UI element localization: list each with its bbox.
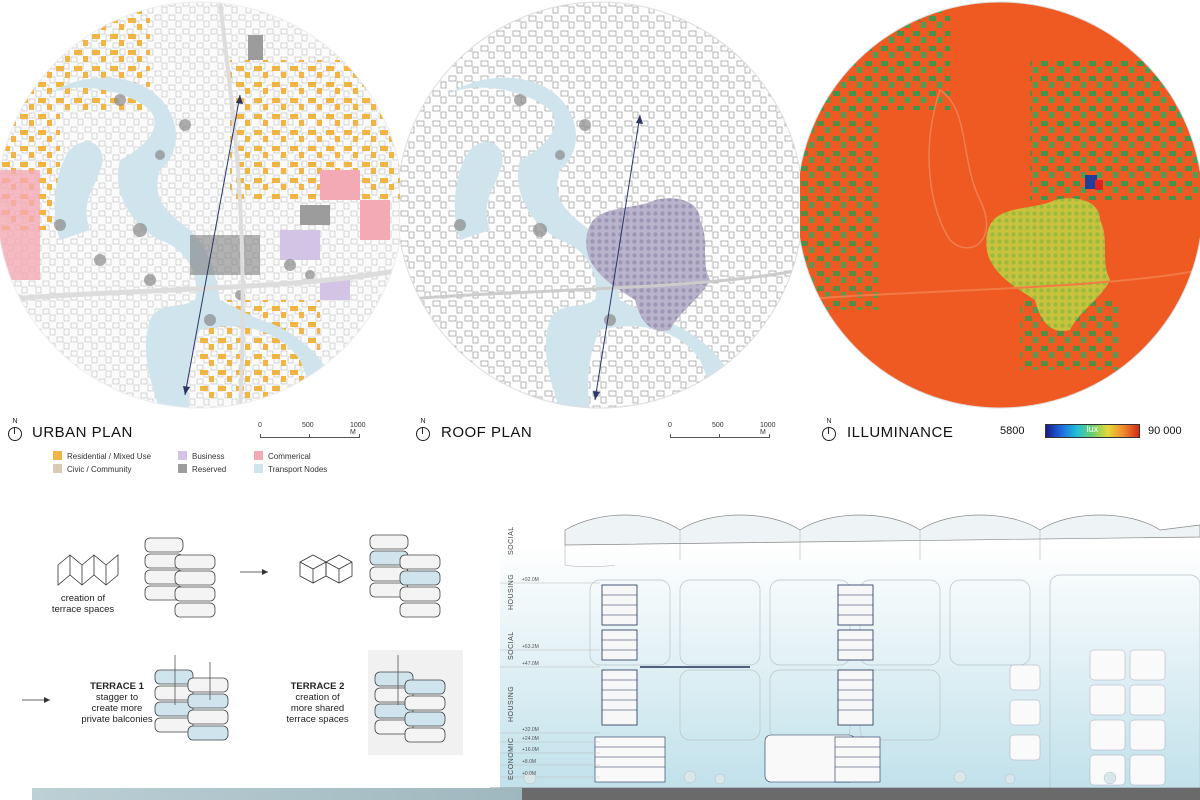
scale-bar: 0 500 1000 M — [668, 422, 783, 442]
legend-item-reserved: Reserved — [178, 464, 226, 474]
section-zone-label: SOCIAL — [508, 526, 515, 555]
colorbar-unit-label: lux — [1086, 424, 1099, 434]
scale-tick-label: 500 — [302, 422, 314, 429]
section-level-label: +32.0M — [522, 727, 539, 733]
section-zone-label: SOCIAL — [508, 631, 515, 660]
section-level-label: +16.0M — [522, 747, 539, 753]
scale-tick-label: 1000 M — [760, 422, 776, 436]
panel-title-roof-plan: ROOF PLAN — [441, 424, 533, 441]
legend-item-residential: Residential / Mixed Use — [53, 451, 151, 461]
legend-item-civic: Civic / Community — [53, 464, 131, 474]
illuminance-map — [800, 1, 1200, 409]
roof-plan-map — [400, 1, 800, 409]
diagram-caption-terrace-1: stagger to create more private balconies — [81, 692, 153, 725]
diagram-title-terrace-1: TERRACE 1 — [90, 681, 144, 692]
section-level-label: +0.0M — [522, 771, 537, 777]
panel-title-urban-plan: URBAN PLAN — [32, 424, 133, 441]
section-level-label: +47.0M — [522, 661, 539, 667]
bottom-strip-left — [32, 788, 522, 800]
north-arrow-icon: N — [822, 418, 836, 444]
urban-plan-map — [0, 1, 400, 409]
panel-title-illuminance: ILLUMINANCE — [847, 424, 954, 441]
scale-tick-label: 0 — [258, 422, 262, 429]
section-level-label: +63.2M — [522, 644, 539, 650]
colorbar-max-label: 90 000 — [1148, 425, 1182, 437]
building-section — [490, 514, 1200, 796]
north-arrow-icon: N — [8, 418, 22, 444]
section-level-label: +8.0M — [522, 759, 537, 765]
terrace-diagram — [22, 534, 463, 755]
section-zone-label: HOUSING — [508, 573, 515, 610]
diagram-title-terrace-2: TERRACE 2 — [290, 681, 345, 692]
colorbar: lux — [1045, 424, 1140, 438]
diagram-caption-terrace-creation: creation of terrace spaces — [51, 593, 115, 615]
scale-bar: 0 500 1000 M — [258, 422, 373, 442]
scale-tick-label: 500 — [712, 422, 724, 429]
bottom-strip-right — [522, 788, 1200, 800]
north-arrow-icon: N — [416, 418, 430, 444]
legend-item-commercial: Commerical — [254, 451, 311, 461]
legend-item-business: Business — [178, 451, 224, 461]
section-zone-label: HOUSING — [508, 685, 515, 722]
colorbar-min-label: 5800 — [1000, 425, 1025, 437]
scale-tick-label: 1000 M — [350, 422, 366, 436]
section-level-label: +24.0M — [522, 736, 539, 742]
legend-item-transport: Transport Nodes — [254, 464, 327, 474]
diagram-caption-terrace-2: creation of more shared terrace spaces — [286, 692, 349, 725]
section-level-label: +92.0M — [522, 577, 539, 583]
scale-tick-label: 0 — [668, 422, 672, 429]
section-zone-label: ECONOMIC — [508, 737, 515, 781]
